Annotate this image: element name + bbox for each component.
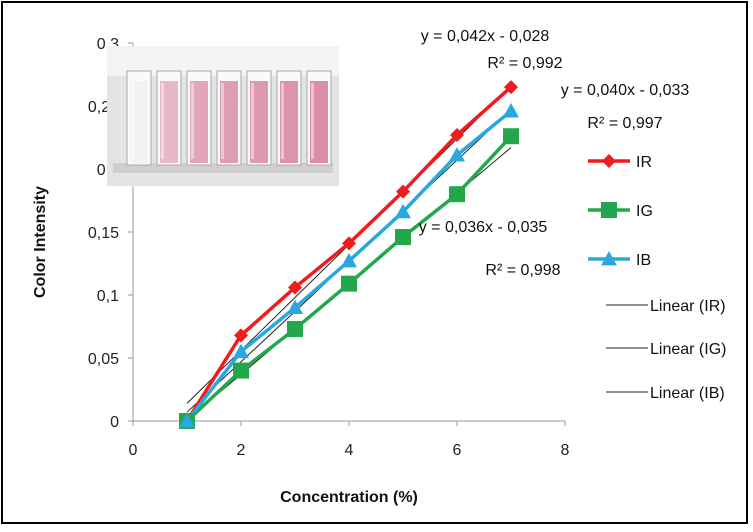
legend-swatch-marker bbox=[602, 154, 616, 168]
legend: IR IG IB Linear (IR) Linear (IG) Linear (IB) bbox=[588, 154, 726, 402]
legend-swatch-marker bbox=[601, 202, 617, 218]
cuvette-liquid bbox=[250, 81, 268, 163]
cuvette-liquid bbox=[190, 81, 208, 163]
data-point-ib bbox=[449, 147, 465, 162]
y-tick-label: 0 bbox=[110, 414, 119, 431]
y-tick-label: 0,1 bbox=[97, 288, 119, 305]
legend-label-trendline: Linear (IB) bbox=[650, 385, 725, 402]
y-axis-title: Color Intensity bbox=[32, 186, 49, 298]
cuvette-highlight bbox=[251, 83, 254, 159]
cuvette-highlight bbox=[131, 83, 134, 159]
trendline-r2: R² = 0,998 bbox=[485, 262, 560, 279]
x-tick-label: 6 bbox=[453, 442, 462, 459]
photo-ledge bbox=[113, 163, 333, 173]
data-point-ig bbox=[449, 186, 465, 203]
trendline-labels: y = 0,042x - 0,028 R² = 0,992 y = 0,036x -… bbox=[419, 28, 690, 279]
data-point-ir bbox=[450, 127, 464, 142]
data-point-ig bbox=[233, 362, 249, 379]
cuvette-highlight bbox=[221, 83, 224, 159]
data-point-ir bbox=[288, 280, 302, 295]
legend-swatch-marker bbox=[601, 251, 617, 266]
legend-label-ib: IB bbox=[636, 252, 651, 269]
data-point-ib bbox=[179, 413, 195, 428]
data-point-ig bbox=[341, 275, 357, 292]
data-point-ib bbox=[395, 203, 411, 219]
chart-frame: 00,050,10,150,20,250,302468Concentration… bbox=[1, 1, 748, 524]
trendline-equation: y = 0,036x - 0,035 bbox=[419, 219, 548, 236]
legend-label-ig: IG bbox=[636, 203, 653, 220]
cuvette-highlight bbox=[191, 83, 194, 159]
legend-label-ir: IR bbox=[636, 154, 652, 171]
x-tick-label: 0 bbox=[129, 442, 138, 459]
series-markers bbox=[179, 80, 519, 429]
data-point-ir bbox=[342, 236, 356, 251]
cuvette-liquid bbox=[310, 81, 328, 163]
cuvette-highlight bbox=[161, 83, 164, 159]
y-tick-label: 0,05 bbox=[88, 351, 119, 368]
cuvette-highlight bbox=[311, 83, 314, 159]
cuvette-liquid bbox=[220, 81, 238, 163]
data-point-ir bbox=[504, 80, 518, 95]
data-point-ig bbox=[287, 321, 303, 338]
legend-label-trendline: Linear (IG) bbox=[650, 341, 726, 358]
cuvette-liquid bbox=[130, 81, 148, 163]
x-tick-label: 2 bbox=[237, 442, 246, 459]
data-point-ib bbox=[341, 252, 357, 268]
legend-label-trendline: Linear (IR) bbox=[650, 298, 726, 315]
data-point-ib bbox=[287, 299, 303, 314]
data-point-ig bbox=[503, 128, 519, 145]
trendline-r2: R² = 0,997 bbox=[587, 115, 662, 132]
trendline-equation: y = 0,042x - 0,028 bbox=[421, 28, 550, 45]
x-tick-label: 8 bbox=[561, 442, 570, 459]
x-tick-label: 4 bbox=[345, 442, 354, 459]
data-point-ib bbox=[233, 343, 249, 359]
trendline-equation: y = 0,040x - 0,033 bbox=[561, 82, 690, 99]
data-point-ig bbox=[395, 229, 411, 246]
data-point-ir bbox=[396, 184, 410, 199]
cuvette-liquid bbox=[280, 81, 298, 163]
y-tick-label: 0,15 bbox=[88, 225, 119, 242]
x-axis-title: Concentration (%) bbox=[280, 489, 418, 506]
data-point-ir bbox=[234, 328, 248, 343]
data-point-ib bbox=[503, 103, 519, 118]
trendline-r2: R² = 0,992 bbox=[487, 55, 562, 72]
cuvette-highlight bbox=[281, 83, 284, 159]
chart-svg: 00,050,10,150,20,250,302468Concentration… bbox=[32, 28, 726, 506]
cuvette-liquid bbox=[160, 81, 178, 163]
cuvette-photo bbox=[107, 46, 339, 186]
